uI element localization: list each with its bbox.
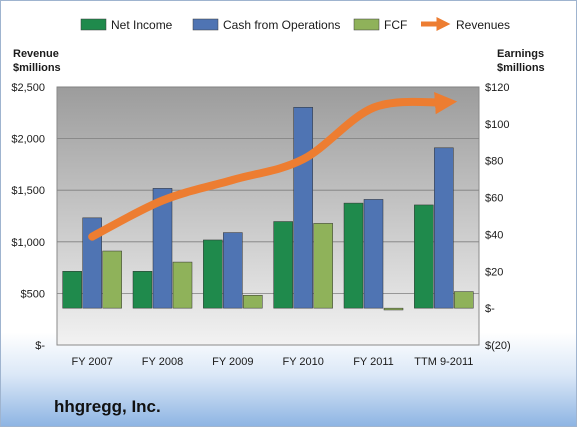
category-label: FY 2009	[212, 356, 253, 368]
company-name: hhgregg, Inc.	[54, 397, 161, 416]
bar-fcf	[454, 291, 474, 309]
bar-cash-from-operations	[152, 188, 173, 309]
right-tick-label: $(20)	[485, 340, 511, 352]
bar-fcf	[313, 223, 333, 309]
bar-net-income	[414, 204, 434, 309]
bar-fcf	[102, 250, 122, 309]
left-tick-label: $1,000	[11, 237, 45, 249]
legend-swatch-cash-from-operations	[192, 18, 219, 31]
legend-label-net-income: Net Income	[111, 18, 173, 32]
right-axis-title-line1: Earnings	[497, 48, 544, 60]
category-label: FY 2007	[71, 356, 112, 368]
right-tick-label: $20	[485, 266, 503, 278]
right-tick-label: $-	[485, 303, 495, 315]
revenue-line	[88, 91, 458, 241]
bar-fcf	[383, 307, 404, 311]
bar-cash-from-operations	[434, 147, 454, 309]
bar-net-income	[343, 202, 364, 309]
left-tick-label: $1,500	[11, 185, 45, 197]
bar-cash-from-operations	[293, 107, 313, 309]
bar-net-income	[203, 239, 223, 309]
right-axis-title-line2: $millions	[497, 62, 545, 74]
right-tick-label: $120	[485, 82, 509, 94]
bar-net-income	[62, 271, 82, 309]
bar-cash-from-operations	[223, 232, 243, 309]
bar-net-income	[132, 271, 153, 309]
bar-fcf	[243, 294, 263, 309]
bar-fcf	[172, 261, 193, 309]
legend-label-revenues: Revenues	[456, 18, 510, 32]
left-axis-title-line1: Revenue	[13, 48, 59, 60]
left-axis-ticks: $- $500 $1,000 $1,500 $2,000 $2,500	[11, 82, 45, 352]
left-tick-label: $500	[21, 288, 45, 300]
left-tick-label: $2,500	[11, 82, 45, 94]
right-tick-label: $80	[485, 156, 503, 168]
category-labels: FY 2007 FY 2008 FY 2009 FY 2010 FY 2011 TTM 9…	[71, 356, 473, 368]
right-tick-label: $40	[485, 229, 503, 241]
legend-swatch-fcf	[353, 18, 380, 31]
legend-label-cash-from-operations: Cash from Operations	[223, 18, 340, 32]
left-tick-label: $2,000	[11, 134, 45, 146]
bar-cash-from-operations	[363, 199, 384, 309]
category-label: FY 2010	[282, 356, 323, 368]
revenue-line-path	[88, 91, 458, 241]
category-label: FY 2011	[353, 356, 394, 368]
bar-net-income	[273, 221, 293, 309]
legend: Net Income Cash from Operations FCF Reve…	[80, 17, 510, 32]
right-tick-label: $60	[485, 193, 503, 205]
legend-label-fcf: FCF	[384, 18, 407, 32]
left-axis-title-line2: $millions	[13, 62, 61, 74]
gridlines	[57, 86, 479, 294]
legend-swatch-net-income	[80, 18, 107, 31]
right-tick-label: $100	[485, 119, 509, 131]
left-tick-label: $-	[35, 340, 45, 352]
bar-cash-from-operations	[82, 217, 102, 309]
category-label: TTM 9-2011	[414, 356, 473, 368]
category-label: FY 2008	[142, 356, 183, 368]
right-axis-ticks: $(20) $- $20 $40 $60 $80 $100 $120	[485, 82, 511, 352]
